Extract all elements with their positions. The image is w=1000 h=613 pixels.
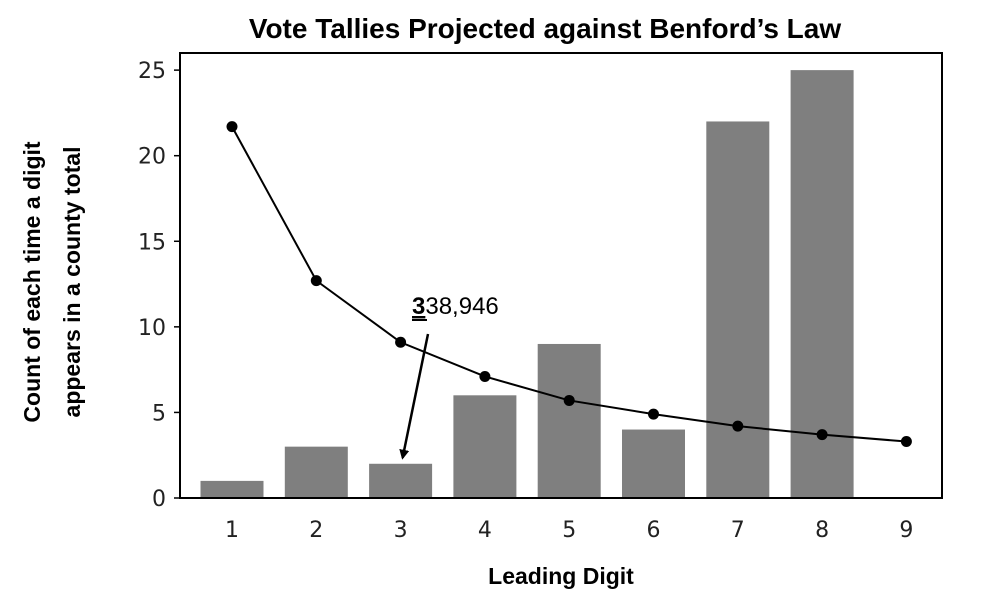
y-axis-label-line-2: appears in a county total <box>59 147 85 418</box>
benford-point-7 <box>732 420 744 432</box>
y-tick-label-25: 25 <box>138 59 166 84</box>
y-tick-label-10: 10 <box>138 316 166 341</box>
benford-point-4 <box>479 370 491 382</box>
benford-point-5 <box>563 394 575 406</box>
y-tick-label-15: 15 <box>138 230 166 255</box>
x-tick-label-9: 9 <box>899 518 913 543</box>
benford-point-1 <box>226 121 238 133</box>
y-axis-label: Count of each time a digit appears in a … <box>19 141 85 422</box>
x-tick-label-4: 4 <box>478 518 492 543</box>
bar-5 <box>537 343 601 498</box>
x-tick-label-8: 8 <box>815 518 829 543</box>
annotation-bold-digit: 3 <box>412 293 425 320</box>
x-tick-label-7: 7 <box>731 518 745 543</box>
benford-point-8 <box>816 429 828 441</box>
annotation-label: 338,946 <box>412 293 499 320</box>
x-tick-label-2: 2 <box>309 518 323 543</box>
bar-3 <box>369 463 433 498</box>
y-axis-label-line-1: Count of each time a digit <box>19 141 45 422</box>
benford-point-9 <box>900 436 912 448</box>
y-tick-label-5: 5 <box>152 401 166 426</box>
benford-point-2 <box>310 275 322 287</box>
bar-6 <box>622 429 685 498</box>
x-tick-label-3: 3 <box>394 518 408 543</box>
benford-point-3 <box>395 336 407 348</box>
y-tick-label-0: 0 <box>152 487 166 512</box>
bar-2 <box>284 446 348 498</box>
x-tick-label-6: 6 <box>647 518 661 543</box>
bar-8 <box>790 70 854 498</box>
x-axis-label: Leading Digit <box>488 563 634 589</box>
benford-point-6 <box>648 408 659 420</box>
bar-7 <box>706 121 770 498</box>
chart-title: Vote Tallies Projected against Benford’s… <box>249 13 842 44</box>
x-tick-label-5: 5 <box>562 518 576 543</box>
x-tick-label-1: 1 <box>225 518 239 543</box>
plot-frame <box>179 52 943 499</box>
bar-4 <box>453 395 517 498</box>
annotation-arrow <box>399 333 430 460</box>
bar-1 <box>200 480 264 498</box>
annotation-rest: 38,946 <box>425 293 498 320</box>
y-tick-label-20: 20 <box>138 145 166 170</box>
